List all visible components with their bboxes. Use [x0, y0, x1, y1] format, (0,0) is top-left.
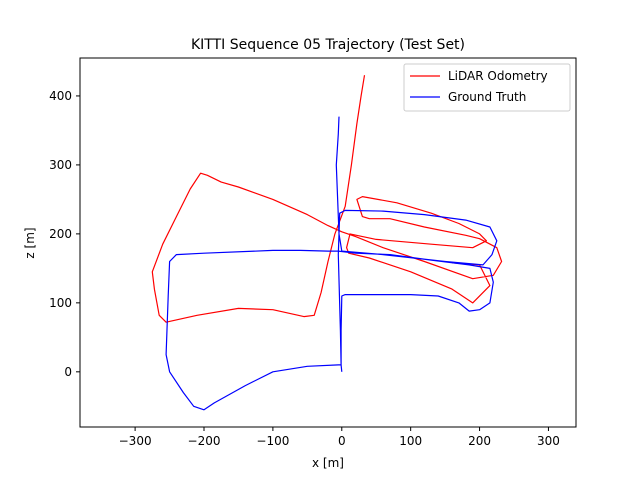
x-tick-label: −300 — [119, 434, 152, 448]
legend: LiDAR Odometry Ground Truth — [403, 63, 571, 112]
plot-frame — [79, 57, 577, 428]
series-line-ground-truth — [165, 116, 498, 411]
legend-label-ground-truth: Ground Truth — [448, 90, 526, 104]
x-tick-label: −200 — [188, 434, 221, 448]
series-layer — [151, 75, 503, 411]
x-tick-label: 100 — [399, 434, 422, 448]
x-tick-label: 0 — [338, 434, 346, 448]
y-tick-label: 200 — [49, 227, 72, 241]
y-tick-label: 0 — [64, 365, 72, 379]
y-tick-label: 100 — [49, 296, 72, 310]
x-tick-label: 200 — [468, 434, 491, 448]
y-axis-label: z [m] — [23, 227, 37, 258]
legend-box — [403, 63, 571, 112]
ticks-layer: −300 −200 −100 0 100 200 300 0 100 200 300 400 — [49, 89, 560, 448]
x-tick-label: 300 — [537, 434, 560, 448]
x-tick-label: −100 — [256, 434, 289, 448]
y-tick-label: 300 — [49, 158, 72, 172]
series-line-lidar-odometry — [151, 75, 503, 323]
y-tick-label: 400 — [49, 89, 72, 103]
x-axis-label: x [m] — [312, 456, 344, 470]
legend-label-lidar-odometry: LiDAR Odometry — [448, 69, 548, 83]
chart-title: KITTI Sequence 05 Trajectory (Test Set) — [191, 37, 465, 53]
